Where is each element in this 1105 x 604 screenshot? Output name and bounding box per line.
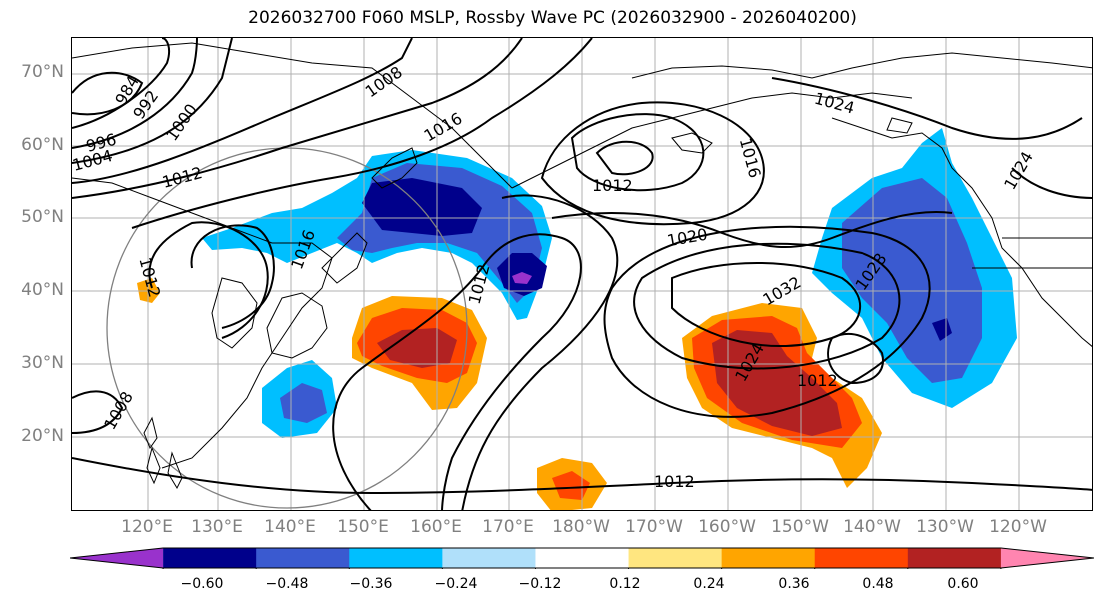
lon-label: 120°W (989, 517, 1047, 537)
isobar-1016-high (461, 194, 619, 510)
map-panel: 984 992 996 1000 1004 1008 1016 1012 101… (71, 37, 1093, 511)
lat-label: 40°N (21, 280, 64, 300)
isobar-1008-sw (72, 390, 124, 434)
lon-label: 130°W (916, 517, 974, 537)
colorbar-tick-label: −0.24 (434, 576, 478, 592)
colorbar-tick-label: −0.12 (518, 576, 562, 592)
isobars (72, 38, 1092, 510)
isobar-992 (72, 38, 171, 129)
colorbar-segment (70, 548, 164, 568)
lon-label: 180°W (552, 517, 610, 537)
colorbar-tick-label: 0.48 (862, 576, 894, 592)
isobar-label: 1012 (592, 176, 633, 195)
map-canvas: 984 992 996 1000 1004 1008 1016 1012 101… (72, 38, 1092, 510)
positive-anomaly-south-med (552, 471, 590, 500)
negative-anomaly-south-dark (280, 383, 327, 423)
lon-label: 160°W (698, 517, 756, 537)
lon-label: 120°E (121, 517, 173, 537)
lat-label: 20°N (21, 426, 64, 446)
isobar-1028 (633, 242, 901, 370)
negative-anomaly-extreme (512, 272, 532, 284)
colorbar-tick-label: −0.48 (265, 576, 309, 592)
lat-label: 30°N (21, 353, 64, 373)
colorbar-segment (535, 548, 630, 568)
isobar-label: 1008 (100, 388, 137, 433)
anomaly-shading (137, 128, 1017, 510)
lon-label: 150°W (771, 517, 829, 537)
colorbar-tick-label: 0.36 (778, 576, 810, 592)
lat-label: 70°N (21, 62, 64, 82)
negative-anomaly-east-dark (932, 318, 952, 341)
isobar-1012-inner (595, 140, 654, 176)
range-circle (106, 147, 468, 509)
colorbar-segment (907, 548, 1002, 568)
isobar-label: 1020 (666, 225, 709, 251)
isobar-label: 1024 (1000, 148, 1037, 193)
colorbar-segment (442, 548, 536, 568)
isobar-1012-low (570, 113, 705, 192)
isobar-label: 1016 (421, 109, 466, 146)
isobar-1004 (72, 38, 233, 164)
lat-label: 60°N (21, 135, 64, 155)
isobar-1000 (72, 38, 198, 149)
lon-label: 150°E (337, 517, 389, 537)
isobar-984 (72, 71, 144, 116)
colorbar-segment (349, 548, 443, 568)
colorbar-tick-label: 0.60 (947, 576, 979, 592)
isobar-1032 (671, 262, 862, 348)
isobar-1008-n (72, 38, 413, 184)
isobar-1016-w (190, 224, 275, 329)
lon-label: 170°W (625, 517, 683, 537)
isobar-1020 (551, 211, 953, 248)
colorbar-segment (163, 548, 257, 568)
isobar-1012-south (72, 457, 1092, 495)
isobar-1024-ne (771, 77, 1083, 140)
isobar-label: 1012 (797, 371, 838, 390)
lon-label: 160°E (410, 517, 462, 537)
colorbar-tick-label: 0.12 (609, 576, 641, 592)
isobar-label: 1000 (162, 100, 201, 144)
isobar-label: 1012 (160, 163, 204, 192)
lat-label: 50°N (21, 207, 64, 227)
colorbar-segment (628, 548, 723, 568)
colorbar-tick-label: 0.24 (693, 576, 725, 592)
isobar-1016-nw (131, 38, 593, 229)
colorbar-segment (1000, 548, 1094, 568)
isobar-label: 1004 (72, 146, 115, 175)
colorbar-segment (721, 548, 816, 568)
colorbar (70, 547, 1094, 569)
coastlines (72, 42, 1092, 490)
lon-label: 140°W (843, 517, 901, 537)
colorbar-tick-label: −0.36 (349, 576, 393, 592)
isobar-1016-n (540, 101, 765, 226)
positive-anomaly-east-dark (712, 330, 842, 436)
isobar-label: 1012 (465, 262, 494, 306)
negative-anomaly-dark (362, 178, 482, 236)
lon-label: 130°E (191, 517, 243, 537)
isobar-label: 1032 (759, 273, 804, 310)
isobar-label: 1012 (654, 472, 695, 491)
colorbar-tick-label: −0.60 (180, 576, 224, 592)
isobar-1012-high (332, 233, 582, 510)
map-title: 2026032700 F060 MSLP, Rossby Wave PC (20… (248, 8, 857, 28)
colorbar-segment (256, 548, 350, 568)
colorbar-segment (814, 548, 909, 568)
lon-label: 170°E (482, 517, 534, 537)
isobar-1024 (603, 225, 931, 418)
isobar-label: 1016 (736, 136, 765, 180)
lon-label: 140°E (264, 517, 316, 537)
isobar-label: 1024 (812, 89, 856, 118)
isobar-1012-east (827, 333, 884, 385)
isobar-1024-e (1011, 167, 1092, 199)
isobar-1012-nw (72, 38, 523, 199)
